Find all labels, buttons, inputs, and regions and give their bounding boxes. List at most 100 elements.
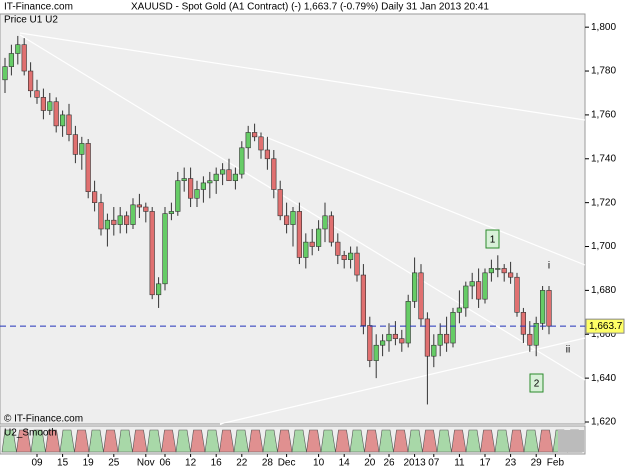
candle-body — [53, 101, 59, 127]
copyright: © IT-Finance.com — [4, 414, 83, 425]
chart-title: XAUUSD - Spot Gold (A1 Contract) (-) 1,6… — [131, 2, 489, 13]
candle-body — [347, 252, 354, 260]
candle-body — [315, 228, 322, 247]
candle-body — [66, 114, 72, 135]
oscillator-band — [364, 429, 380, 453]
x-tick-label: 23 — [505, 458, 517, 469]
candle-body — [213, 173, 219, 182]
x-tick-label: 12 — [185, 458, 197, 469]
annotation: 1 — [490, 235, 496, 246]
candle-body — [72, 134, 78, 155]
oscillator-band — [219, 429, 235, 453]
y-tick-label: 1,680 — [591, 285, 616, 296]
candle-body — [424, 318, 431, 357]
oscillator-band — [494, 429, 510, 453]
candle-body — [539, 290, 546, 324]
candle-body — [232, 173, 239, 182]
candle-body — [463, 285, 469, 309]
candle-body — [373, 344, 379, 361]
oscillator-band — [465, 429, 481, 453]
current-price-label: 1,663.7 — [589, 321, 623, 332]
oscillator-band — [175, 429, 191, 453]
trend-line — [247, 129, 586, 266]
oscillator-end — [558, 430, 584, 452]
x-tick-label: 26 — [383, 458, 395, 469]
legend-text: Price U1 U2 — [4, 15, 58, 26]
oscillator-band — [349, 429, 365, 453]
oscillator-band — [480, 429, 496, 453]
annotation-box — [485, 229, 500, 249]
annotation-box — [529, 373, 544, 393]
oscillator-band — [306, 429, 322, 453]
candle-body — [239, 147, 245, 175]
oscillator-band — [103, 429, 119, 453]
candle-body — [443, 333, 450, 344]
candle-body — [271, 158, 277, 190]
oscillator-band — [59, 429, 75, 453]
y-tick-label: 1,640 — [591, 373, 616, 384]
candle-body — [98, 202, 104, 230]
candle-body — [149, 211, 155, 296]
x-tick-label: 11 — [454, 458, 465, 469]
candle-body — [264, 149, 271, 160]
x-tick-label: 2013 — [403, 458, 426, 469]
candle-body — [277, 189, 283, 217]
oscillator-band — [538, 429, 554, 453]
annotation: i — [548, 261, 550, 272]
y-tick-label: 1,720 — [591, 197, 616, 208]
oscillator-band — [146, 429, 162, 453]
candle-body — [527, 333, 533, 346]
candle-body — [488, 268, 495, 274]
candle-body — [136, 204, 143, 208]
candle-body — [546, 290, 552, 327]
candle-body — [418, 272, 424, 320]
candle-body — [258, 136, 264, 151]
candle-body — [40, 97, 46, 111]
candle-body — [104, 219, 110, 230]
oscillator-band — [204, 429, 220, 453]
oscillator-band — [16, 429, 32, 453]
candle-body — [92, 191, 98, 203]
oscillator-band — [407, 429, 423, 453]
trend-line — [19, 32, 586, 121]
candle-body — [175, 180, 181, 212]
oscillator-band — [30, 429, 46, 453]
oscillator-band — [45, 429, 61, 453]
candle-body — [469, 281, 475, 287]
y-tick-label: 1,760 — [591, 110, 616, 121]
candle-body — [303, 241, 309, 258]
candle-body — [411, 272, 418, 302]
x-tick-label: 07 — [428, 458, 440, 469]
candle-body — [85, 143, 91, 192]
candle-body — [360, 274, 367, 326]
x-tick-label: 19 — [83, 458, 95, 469]
candle-body — [207, 180, 213, 184]
oscillator-band — [1, 429, 17, 453]
y-tick-label: 1,660 — [591, 329, 616, 340]
y-tick-label: 1,700 — [591, 241, 616, 252]
oscillator-band — [436, 429, 452, 453]
oscillator-band — [190, 429, 206, 453]
candle-body — [290, 211, 296, 225]
oscillator-band — [74, 429, 90, 453]
oscillator-band — [248, 429, 264, 453]
candle-body — [252, 132, 258, 138]
candle-body — [341, 254, 347, 260]
candle-body — [354, 252, 360, 276]
candle-body — [309, 241, 315, 247]
oscillator-band — [262, 429, 278, 453]
x-tick-label: 20 — [364, 458, 376, 469]
candle-body — [59, 114, 66, 127]
oscillator-band — [88, 429, 104, 453]
candle-body — [143, 206, 149, 212]
candle-body — [405, 301, 411, 344]
x-tick-label: Feb — [547, 458, 565, 469]
candle-body — [283, 215, 290, 225]
candles — [2, 35, 552, 405]
y-tick-label: 1,740 — [591, 153, 616, 164]
candle-body — [156, 283, 162, 296]
x-tick-label: 10 — [313, 458, 325, 469]
candle-body — [514, 276, 520, 313]
candle-body — [386, 333, 392, 342]
